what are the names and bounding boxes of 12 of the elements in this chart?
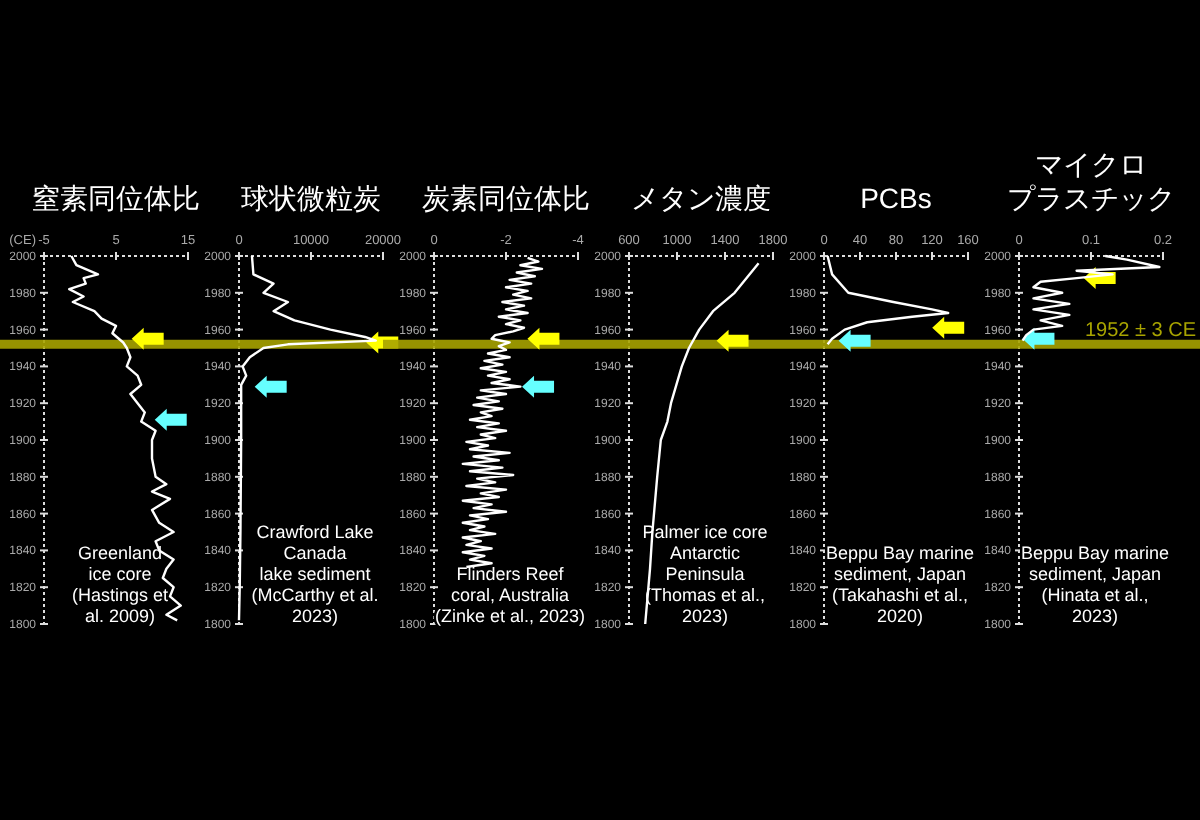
annotation: Flinders Reef coral, Australia (Zinke et al., 2023): [434, 564, 586, 626]
annotation: Greenland ice core (Hastings et al. 2009): [71, 543, 170, 626]
ref-line-label: 1952 ± 3 CE: [1084, 320, 1197, 343]
chart-title: 球状微粒炭: [241, 182, 381, 214]
chart-title: マイクロプラスチック: [1007, 148, 1175, 214]
chart-title: 炭素同位体比: [422, 182, 590, 214]
annotation: Beppu Bay marine sediment, Japan (Hinata et al., 2023): [1020, 543, 1170, 626]
chart-title: メタン濃度: [631, 182, 771, 214]
annotation: Beppu Bay marine sediment, Japan (Takahashi et al., 2020): [825, 543, 975, 626]
chart-title: PCBs: [860, 182, 932, 214]
chart-title: 窒素同位体比: [32, 182, 200, 214]
annotation: Crawford Lake Canada lake sediment (McCarthy et al. 2023): [251, 522, 379, 626]
